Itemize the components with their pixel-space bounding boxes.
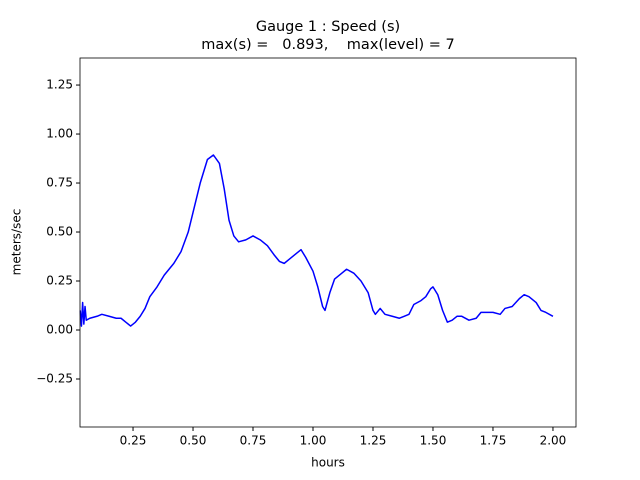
chart-subtitle: max(s) = 0.893, max(level) = 7 [201,37,455,53]
x-tick-label: 0.25 [120,434,147,448]
y-tick-label: 1.00 [46,127,73,141]
y-tick-label: 1.25 [46,78,73,92]
chart-title: Gauge 1 : Speed (s) [256,19,400,35]
x-tick-label: 2.00 [540,434,567,448]
y-tick-label: 0.75 [46,176,73,190]
x-tick-label: 1.25 [360,434,387,448]
line-series [79,154,554,327]
x-tick-label: 0.75 [240,434,267,448]
y-tick-label: 0.50 [46,225,73,239]
x-tick-label: 1.50 [420,434,447,448]
y-axis-label: meters/sec [10,209,24,276]
x-tick-label: 1.75 [480,434,507,448]
plot-frame [79,57,577,428]
x-tick-label: 0.50 [180,434,207,448]
y-tick-label: −0.25 [36,371,73,385]
y-tick-label: 0.25 [46,274,73,288]
y-tick-label: 0.00 [46,322,73,336]
x-axis-label: hours [311,456,345,470]
x-tick-label: 1.00 [300,434,327,448]
